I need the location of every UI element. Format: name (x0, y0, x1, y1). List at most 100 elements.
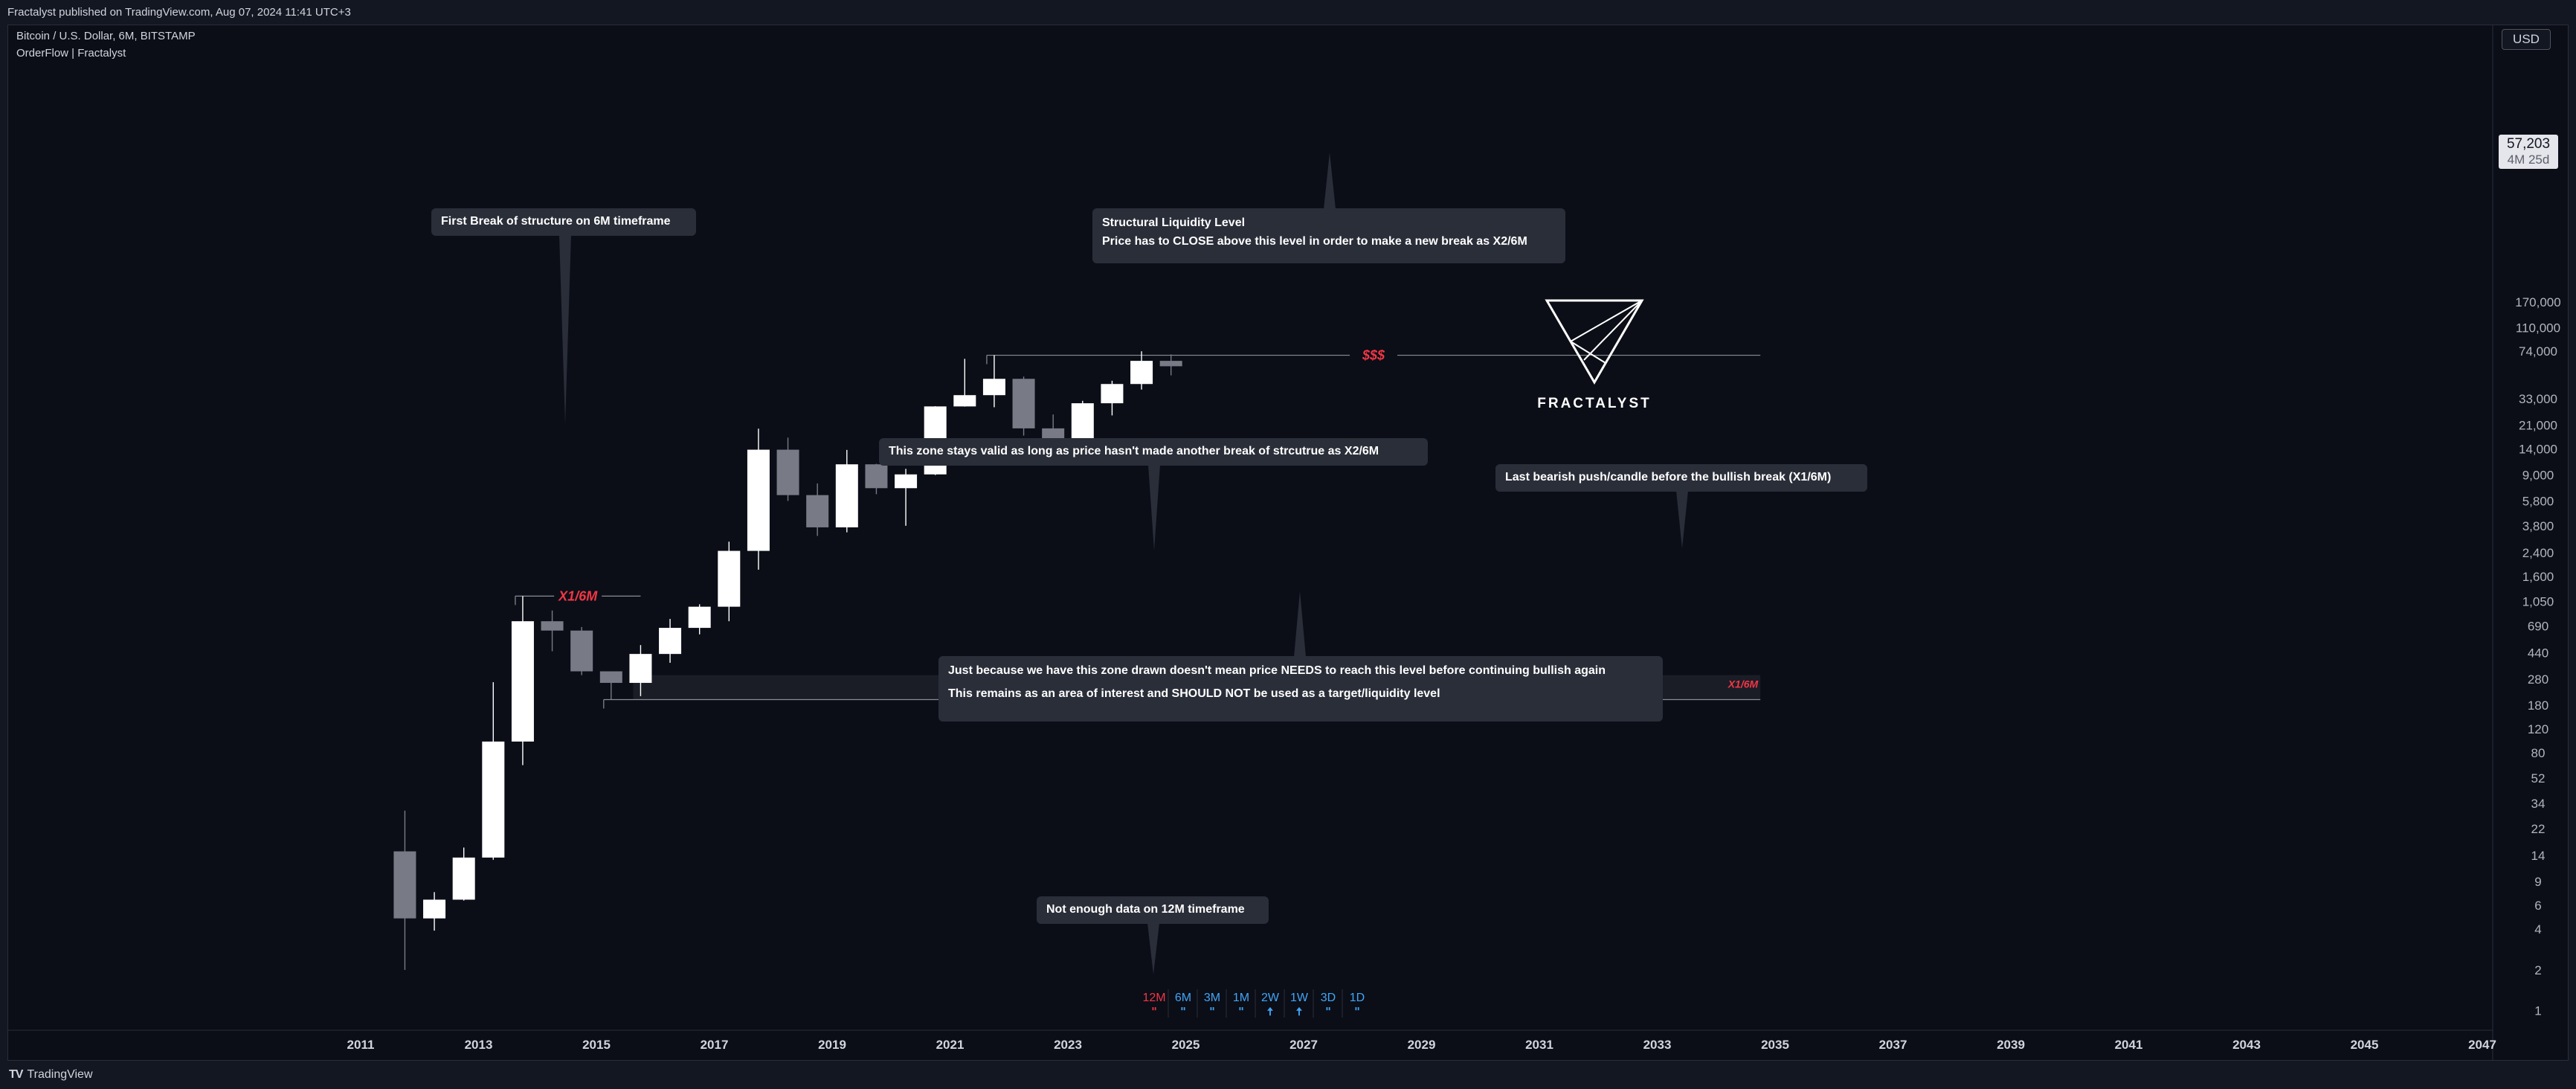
not-enough-data-callout[interactable]: Not enough data on 12M timeframe (1037, 896, 1269, 924)
price-tick-label: 2 (2534, 963, 2541, 977)
candle-body (423, 899, 446, 919)
time-tick-label: 2045 (2351, 1038, 2379, 1052)
time-tick-label: 2043 (2232, 1038, 2261, 1052)
time-tick-label: 2025 (1172, 1038, 1200, 1052)
timeframe-tag-marker: " (1209, 1005, 1215, 1018)
candle-body (659, 628, 682, 655)
candle-body (1012, 379, 1035, 428)
price-tick-label: 1 (2534, 1004, 2541, 1018)
time-tick-label: 2021 (936, 1038, 965, 1052)
price-tick-label: 1,600 (2522, 570, 2554, 584)
candle-body (1071, 403, 1094, 440)
candle-body (1101, 384, 1124, 404)
timeframe-tag-marker: " (1354, 1005, 1360, 1018)
price-tick-label: 4 (2534, 922, 2541, 937)
price-tick-label: 22 (2531, 822, 2546, 836)
candle-body (1159, 361, 1182, 367)
price-tick-label: 5,800 (2522, 494, 2554, 508)
price-tick-label: 80 (2531, 746, 2546, 760)
structural-body: Price has to CLOSE above this level in o… (1102, 235, 1527, 248)
last-bearish-pointer (1676, 491, 1688, 548)
candle-body (982, 379, 1005, 396)
zone-valid-text: This zone stays valid as long as price h… (889, 445, 1379, 457)
structural-title: Structural Liquidity Level (1102, 216, 1246, 229)
price-tick-label: 120 (2528, 722, 2548, 736)
timeframe-tag-label: 3D (1321, 992, 1336, 1004)
level-label-bg (1350, 347, 1398, 363)
candle-body (599, 671, 622, 684)
candle-body (570, 630, 593, 672)
fractalyst-logo-icon (1545, 299, 1644, 385)
candle-body (835, 464, 858, 527)
price-tick-label: 110,000 (2516, 321, 2560, 335)
candle-body (511, 621, 534, 742)
price-tick-label: 440 (2528, 646, 2548, 660)
currency-button[interactable]: USD (2502, 29, 2551, 50)
structural-pointer (1324, 152, 1336, 209)
timeframe-tag-label: 3M (1204, 992, 1220, 1004)
time-tick-label: 2011 (347, 1038, 375, 1052)
time-tick-label: 2019 (818, 1038, 846, 1052)
time-tick-label: 2039 (1997, 1038, 2025, 1052)
indicator-title[interactable]: OrderFlow | Fractalyst (16, 47, 126, 60)
timeframe-tag-label: 1W (1290, 992, 1309, 1004)
timeframe-tag-marker: 🠅 (1267, 1005, 1274, 1018)
last-price-marker: 57,203 4M 25d (2499, 135, 2558, 169)
level-label: $$$ (1362, 348, 1385, 363)
candle-body (895, 474, 918, 489)
tradingview-logo[interactable]: TV TradingView (9, 1068, 93, 1082)
time-tick-label: 2031 (1525, 1038, 1553, 1052)
last-bearish-callout[interactable]: Last bearish push/candle before the bull… (1495, 464, 1867, 492)
zone-note-callout[interactable]: Just because we have this zone drawn doe… (938, 656, 1663, 722)
candle-body (482, 741, 505, 858)
publish-info: Fractalyst published on TradingView.com,… (7, 6, 351, 19)
structural-liquidity-callout[interactable]: Structural Liquidity Level Price has to … (1092, 208, 1565, 263)
price-tick-label: 170,000 (2515, 295, 2560, 309)
timeframe-tag-marker: " (1238, 1005, 1244, 1018)
candle-body (688, 606, 711, 629)
zone-valid-callout[interactable]: This zone stays valid as long as price h… (879, 438, 1428, 466)
level-label-bg (554, 588, 602, 604)
time-tick-label: 2047 (2468, 1038, 2496, 1052)
bar-countdown: 4M 25d (2507, 152, 2550, 167)
time-tick-label: 2023 (1054, 1038, 1082, 1052)
timeframe-tag-marker: " (1180, 1005, 1186, 1018)
candle-body (806, 495, 829, 527)
level-label: X1/6M (558, 588, 598, 603)
first-break-text: First Break of structure on 6M timeframe (441, 215, 671, 228)
candle-body (953, 395, 976, 407)
price-tick-label: 2,400 (2522, 546, 2554, 560)
price-tick-label: 14,000 (2519, 443, 2557, 457)
price-tick-label: 14 (2531, 849, 2546, 863)
last-bearish-text: Last bearish push/candle before the bull… (1505, 471, 1832, 484)
time-tick-label: 2033 (1643, 1038, 1672, 1052)
price-tick-label: 3,800 (2522, 519, 2554, 533)
price-tick-label: 180 (2528, 698, 2548, 713)
time-tick-label: 2041 (2115, 1038, 2143, 1052)
candle-body (776, 449, 799, 495)
first-break-pointer (559, 235, 571, 424)
timeframe-tag-label: 1D (1350, 992, 1365, 1004)
price-tick-label: 74,000 (2519, 344, 2557, 359)
not-enough-data-text: Not enough data on 12M timeframe (1046, 903, 1245, 916)
price-tick-label: 690 (2528, 620, 2548, 634)
time-tick-label: 2013 (465, 1038, 493, 1052)
symbol-title: Bitcoin / U.S. Dollar, 6M, BITSTAMP (16, 30, 196, 42)
fractalyst-logo-text: FRACTALYST (1537, 396, 1652, 411)
chart-pane[interactable] (7, 25, 2569, 1061)
price-tick-label: 1,050 (2522, 595, 2554, 609)
not-enough-pointer (1147, 923, 1159, 974)
price-tick-label: 6 (2534, 899, 2541, 913)
time-tick-label: 2017 (701, 1038, 729, 1052)
first-break-callout[interactable]: First Break of structure on 6M timeframe (431, 208, 696, 236)
footer-bar: TV TradingView (0, 1061, 2576, 1089)
time-tick-label: 2029 (1408, 1038, 1436, 1052)
zone-label: X1/6M (1727, 678, 1759, 690)
zone-note-line-2: This remains as an area of interest and … (948, 687, 1440, 700)
candle-body (865, 464, 888, 489)
timeframe-tag-label: 12M (1142, 992, 1165, 1004)
price-tick-label: 21,000 (2519, 419, 2557, 433)
time-tick-label: 2027 (1289, 1038, 1318, 1052)
tv-mark-icon: TV (9, 1068, 23, 1081)
